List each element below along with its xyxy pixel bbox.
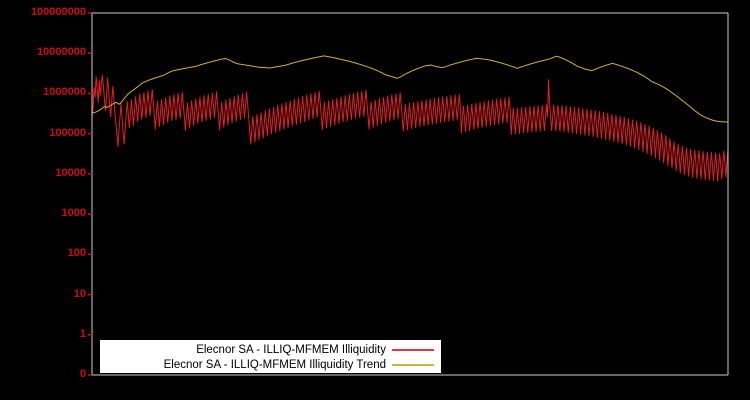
plot-area-background xyxy=(92,13,728,375)
y-tick-marks xyxy=(88,12,92,376)
chart-legend: Elecnor SA - ILLIQ-MFMEM Illiquidity Ele… xyxy=(100,340,441,373)
legend-swatch-illiquidity-trend xyxy=(392,364,434,366)
legend-swatch-illiquidity xyxy=(392,349,434,351)
y-tick-label: 100000 xyxy=(49,126,86,139)
legend-label-illiquidity: Elecnor SA - ILLIQ-MFMEM Illiquidity xyxy=(196,344,386,356)
y-tick-label: 10 xyxy=(73,287,86,300)
y-tick-label: 10000 xyxy=(55,166,86,179)
legend-entry-illiquidity: Elecnor SA - ILLIQ-MFMEM Illiquidity xyxy=(101,342,442,358)
axes-layer xyxy=(91,12,729,376)
legend-label-illiquidity-trend: Elecnor SA - ILLIQ-MFMEM Illiquidity Tre… xyxy=(163,359,386,371)
y-tick-label: 10000000 xyxy=(37,46,86,59)
series-line-illiquidity xyxy=(91,74,729,182)
y-tick-label: 1000 xyxy=(61,207,86,220)
y-tick-label: 1000000 xyxy=(43,86,86,99)
y-tick-label: 100 xyxy=(67,247,86,260)
series-layer xyxy=(91,55,729,182)
legend-entry-illiquidity-trend: Elecnor SA - ILLIQ-MFMEM Illiquidity Tre… xyxy=(101,357,442,373)
y-tick-label: 1 xyxy=(79,327,86,340)
y-tick-label: 100000000 xyxy=(30,6,86,18)
series-line-illiquidity-trend xyxy=(91,55,729,123)
y-tick-label: 0 xyxy=(79,368,86,380)
